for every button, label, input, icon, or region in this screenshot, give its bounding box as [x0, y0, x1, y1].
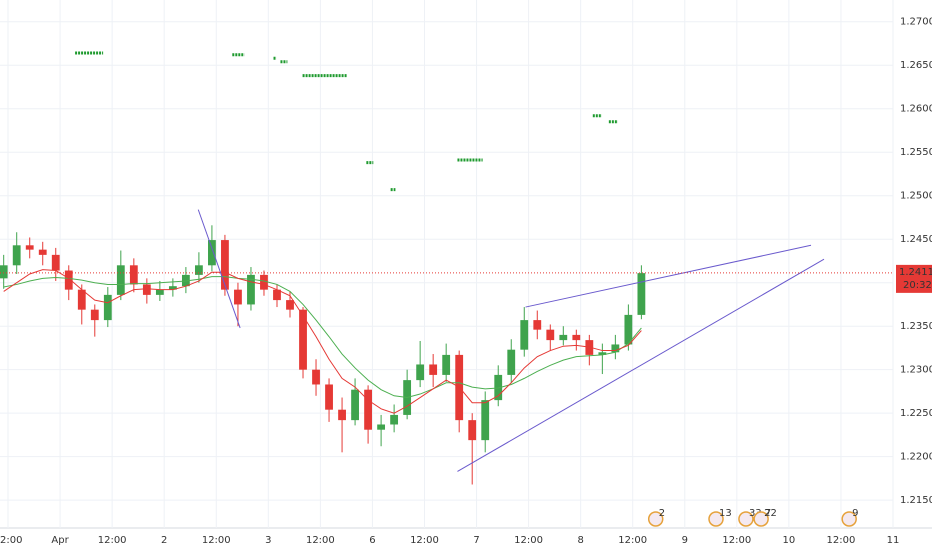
x-tick-label: 10	[783, 535, 796, 546]
candle-body	[611, 344, 620, 353]
candle-body	[520, 320, 529, 350]
y-tick-label: 1.26500	[900, 60, 932, 71]
x-tick-label: 11	[887, 535, 900, 546]
candle-body	[194, 265, 203, 275]
candle-body	[546, 329, 555, 341]
x-tick-label: 12:00	[827, 535, 856, 546]
candle-body	[103, 294, 112, 321]
event-count: 13	[719, 508, 732, 519]
event-icon	[841, 511, 857, 527]
candle-body	[155, 289, 164, 295]
candle-body	[142, 284, 151, 295]
x-tick-label: 6	[369, 535, 375, 546]
x-tick-label: 3	[265, 535, 271, 546]
trend-line	[457, 258, 825, 472]
candle-body	[129, 265, 138, 285]
event-count: 9	[852, 508, 858, 519]
candle-body	[64, 270, 73, 290]
candle-body	[286, 300, 294, 310]
x-tick-label: 12:00	[0, 535, 22, 546]
candle-body	[168, 286, 177, 290]
candle-body	[51, 254, 60, 271]
x-tick-label: 2	[161, 535, 167, 546]
candle-body	[116, 265, 125, 295]
last-price-box	[896, 264, 932, 293]
event-count: 22	[764, 508, 777, 519]
y-tick-label: 1.26000	[900, 104, 932, 115]
trend-line	[197, 209, 241, 329]
event-count: 2	[659, 508, 665, 519]
candle-body	[208, 240, 216, 266]
moving-average	[3, 276, 642, 399]
moving-average	[3, 269, 642, 414]
event-icon	[647, 511, 664, 527]
y-tick-label: 1.25500	[900, 147, 932, 158]
candle-body	[325, 384, 333, 410]
x-tick-label: 8	[577, 535, 583, 546]
candle-body	[273, 289, 281, 301]
candle-body	[416, 364, 425, 381]
y-tick-label: 1.22500	[900, 408, 932, 419]
candle-body	[234, 289, 242, 305]
x-tick-label: 7	[473, 535, 479, 546]
candle-body	[338, 409, 346, 421]
candle-body	[299, 309, 307, 370]
candle-body	[38, 249, 47, 255]
y-tick-label: 1.27000	[900, 17, 932, 28]
y-tick-label: 1.23000	[900, 365, 932, 376]
candle-body	[77, 289, 86, 310]
x-tick-label: 12:00	[410, 535, 439, 546]
candle-body	[429, 364, 438, 375]
event-icon	[753, 511, 769, 527]
trend-line	[525, 244, 812, 308]
candle-body	[260, 274, 268, 290]
y-tick-label: 1.21500	[900, 495, 932, 506]
candle-body	[624, 314, 633, 345]
x-tick-label: 12:00	[306, 535, 335, 546]
candle-body	[25, 245, 34, 250]
candle-body	[247, 274, 255, 305]
x-tick-label: 12:00	[514, 535, 543, 546]
candle-body	[507, 349, 516, 375]
candle-body	[572, 334, 581, 341]
countdown-label: 20:32	[903, 280, 932, 291]
x-tick-label: 12:00	[722, 535, 751, 546]
candle-body	[351, 389, 359, 421]
candle-body	[559, 334, 568, 341]
candle-body	[468, 420, 477, 441]
x-tick-label: 12:00	[202, 535, 231, 546]
y-tick-label: 1.25000	[900, 191, 932, 202]
y-tick-label: 1.23500	[900, 321, 932, 332]
x-tick-label: 9	[682, 535, 688, 546]
event-icon	[738, 511, 754, 527]
candle-body	[390, 414, 399, 425]
candle-body	[598, 352, 607, 355]
event-icon	[708, 511, 724, 527]
candle-body	[377, 424, 386, 430]
last-price-label: 1.24113	[899, 267, 932, 278]
candle-body	[221, 240, 229, 290]
candle-body	[364, 389, 372, 430]
x-tick-label: 12:00	[98, 535, 127, 546]
y-tick-label: 1.22000	[900, 452, 932, 463]
candle-body	[481, 400, 490, 441]
candle-body	[533, 320, 542, 330]
candle-body	[0, 265, 8, 279]
candle-body	[312, 369, 320, 385]
candle-body	[90, 309, 99, 321]
candle-body	[637, 273, 646, 315]
x-tick-label: 12:00	[618, 535, 647, 546]
x-tick-label: Apr	[51, 535, 69, 546]
candle-body	[442, 354, 451, 375]
candle-body	[12, 245, 21, 266]
y-tick-label: 1.24500	[900, 234, 932, 245]
